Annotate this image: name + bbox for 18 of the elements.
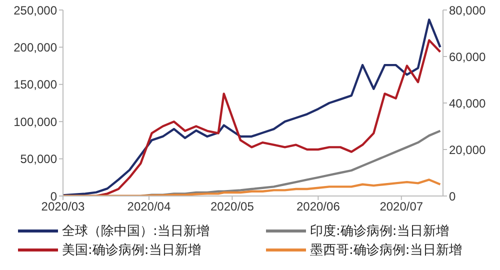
- y2-tick-label: 40,000: [449, 96, 486, 110]
- y-tick-label: 50,000: [20, 152, 58, 166]
- legend-label: 美国:确诊病例:当日新增: [62, 242, 201, 259]
- y-tick-label: 150,000: [14, 78, 58, 92]
- x-tick-label: 2020/07: [380, 200, 424, 214]
- y-tick-label: 200,000: [14, 40, 58, 54]
- legend-label: 墨西哥:确诊病例:当日新增: [310, 242, 462, 259]
- y-tick-label: 100,000: [14, 114, 58, 129]
- y2-tick-label: 60,000: [449, 50, 486, 64]
- y2-tick-label: 0: [449, 189, 456, 204]
- legend-label: 印度:确诊病例:当日新增: [310, 223, 449, 240]
- x-tick-label: 2020/04: [127, 200, 171, 214]
- y-tick-label: 250,000: [14, 3, 58, 18]
- y2-tick-label: 20,000: [449, 142, 486, 157]
- y2-tick-label: 80,000: [449, 3, 486, 18]
- legend-label: 全球（除中国）:当日新增: [62, 223, 210, 240]
- x-tick-label: 2020/05: [210, 200, 254, 214]
- x-tick-label: 2020/06: [296, 200, 340, 214]
